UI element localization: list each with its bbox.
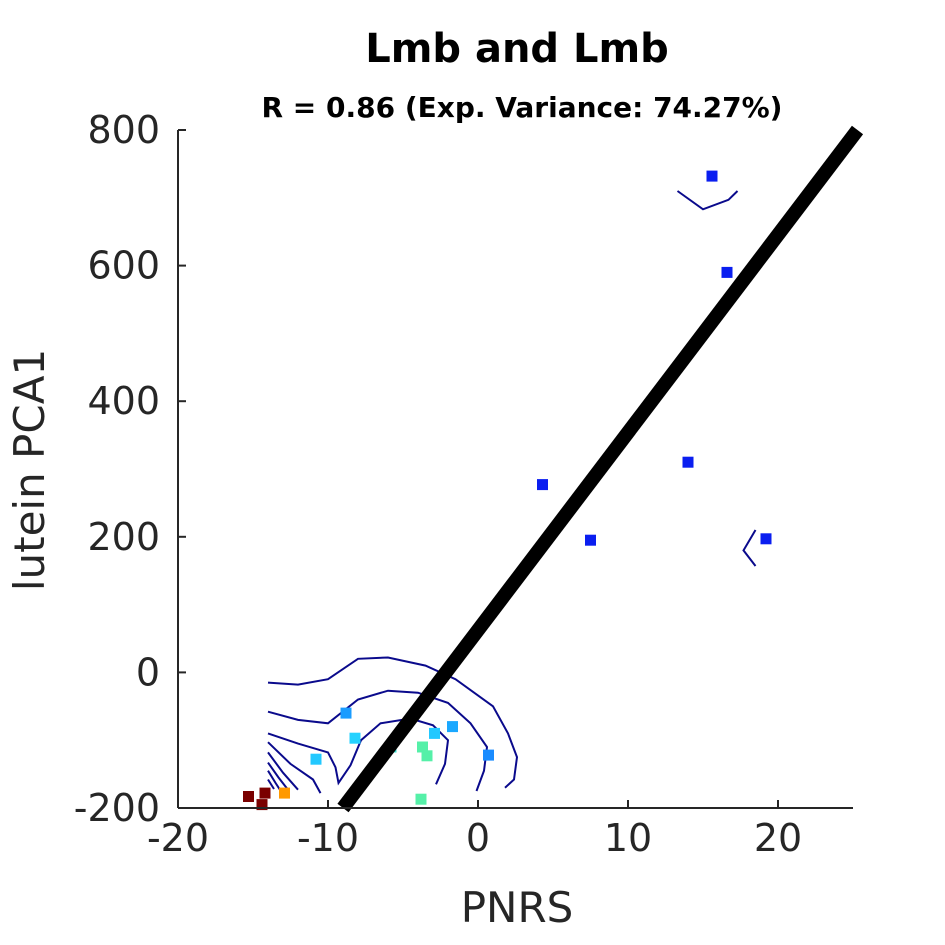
x-tick-label: 10 [604, 816, 652, 860]
regression-line [337, 125, 864, 813]
data-point [706, 170, 718, 182]
y-axis-label: lutein PCA1 [5, 349, 54, 591]
x-tick-label: 0 [466, 816, 490, 860]
x-tick-label: 20 [754, 816, 802, 860]
contour-line [267, 717, 450, 786]
data-point [259, 787, 271, 799]
contour-line [267, 751, 299, 791]
contour-line [676, 190, 739, 211]
y-tick-label: 0 [136, 650, 160, 694]
data-point [415, 793, 427, 805]
contour-line [267, 656, 519, 789]
contour-line [742, 529, 757, 567]
data-point [585, 534, 596, 546]
data-point [310, 753, 322, 765]
data-point [537, 479, 548, 491]
data-point [429, 727, 440, 739]
data-point [417, 741, 428, 753]
data-point [279, 787, 290, 799]
data-point [483, 749, 494, 761]
data-point [256, 799, 268, 811]
regression-line-group [337, 125, 864, 813]
x-tick-label: -10 [297, 816, 359, 860]
data-points [243, 170, 772, 811]
contour-line [267, 689, 489, 792]
contour-lines [267, 190, 757, 795]
data-point [721, 266, 733, 278]
data-point [421, 750, 433, 762]
data-point [243, 791, 254, 802]
x-tick-label: -20 [147, 816, 209, 860]
chart-title: Lmb and Lmb [365, 26, 669, 72]
y-tick-label: -200 [74, 786, 160, 830]
chart-subtitle: R = 0.86 (Exp. Variance: 74.27%) [262, 91, 783, 124]
contour-line [267, 778, 275, 790]
data-point [760, 533, 772, 545]
contour-line [267, 762, 290, 792]
axes: -20 -10 0 10 20 -200 0 200 400 600 800 [74, 108, 853, 860]
y-tick-label: 200 [87, 515, 160, 559]
contour-line [267, 741, 322, 794]
data-point [340, 707, 352, 719]
data-point [447, 721, 458, 733]
y-tick-label: 400 [87, 379, 160, 423]
data-point [682, 456, 694, 468]
y-tick-label: 600 [87, 244, 160, 288]
x-axis-label: PNRS [461, 883, 574, 932]
y-tick-label: 800 [87, 108, 160, 152]
data-point [349, 732, 361, 744]
